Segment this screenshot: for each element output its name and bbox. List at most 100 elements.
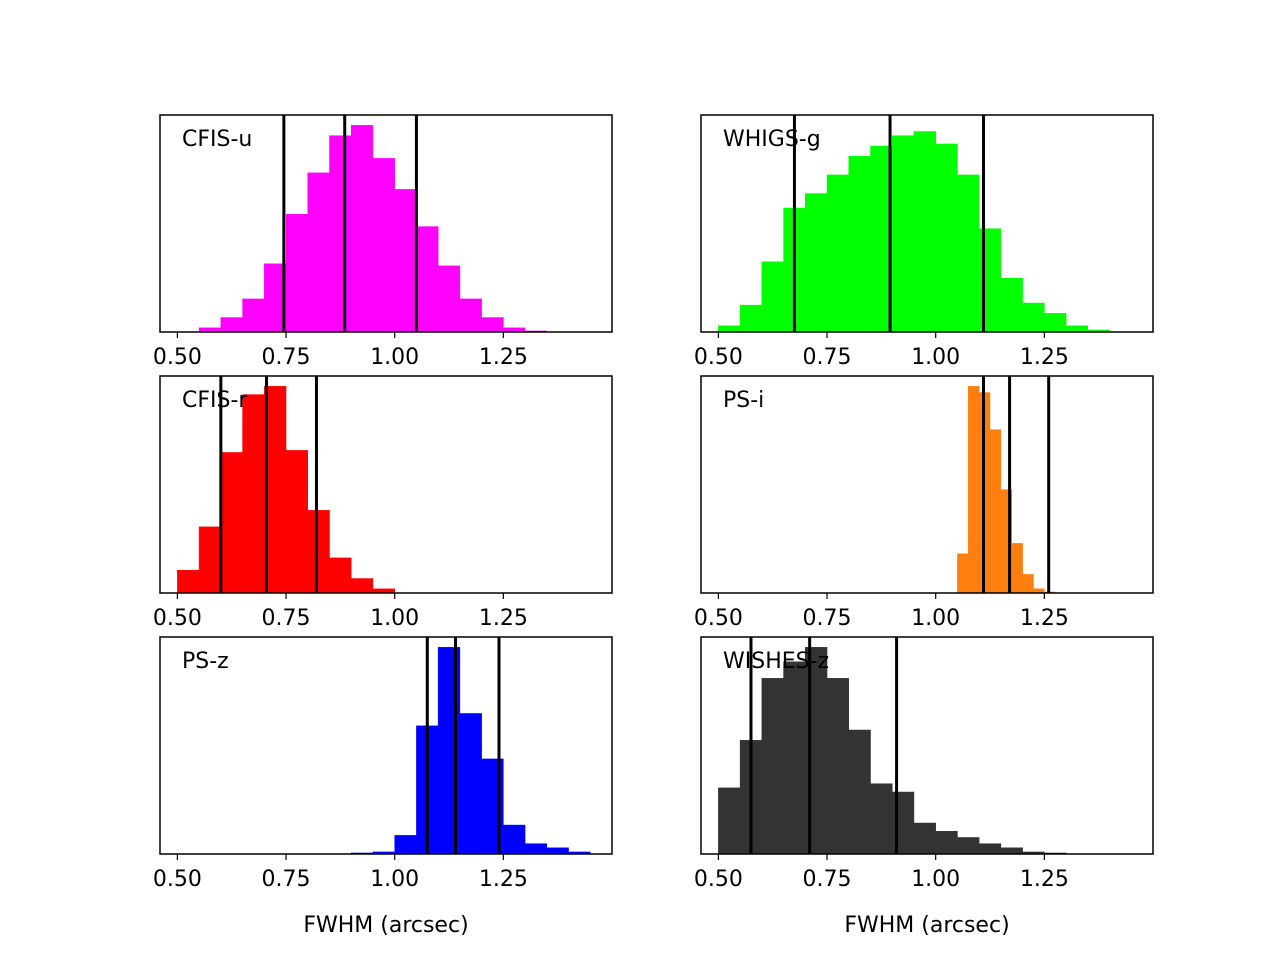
axes-frame (159, 114, 613, 333)
histogram-bar (1022, 574, 1034, 594)
x-tick-label: 1.25 (479, 606, 528, 631)
x-tick-label: 1.25 (1020, 345, 1069, 370)
histogram-panel-3: 0.50 0.75 1.00 1.25 CFIS-r (153, 375, 613, 631)
x-axis-title: FWHM (arcsec) (844, 913, 1009, 938)
histogram-bar (913, 822, 936, 855)
histogram-bar (503, 824, 526, 855)
histogram-bar (935, 831, 958, 855)
histogram-bar (957, 553, 969, 594)
x-tick-label: 1.00 (911, 606, 960, 631)
histogram-bar (459, 713, 482, 855)
x-tick-label: 1.25 (1020, 606, 1069, 631)
x-tick-label: 1.00 (370, 345, 419, 370)
histogram-bar (968, 386, 980, 594)
histogram-bar (1044, 313, 1067, 333)
histogram-bar (989, 429, 1002, 594)
histogram-panel-2: 0.50 0.75 1.00 1.25 WHIGS-g (694, 114, 1154, 370)
histogram-bar (242, 298, 265, 333)
x-tick-label: 0.50 (694, 867, 743, 892)
histogram-bar (848, 729, 871, 855)
x-tick-label: 1.00 (911, 345, 960, 370)
histogram-bar (394, 835, 417, 855)
panel-label: CFIS-r (182, 388, 248, 413)
histogram-panel-1: 0.50 0.75 1.00 1.25 CFIS-u (153, 114, 613, 370)
histogram-bar (350, 578, 374, 594)
histogram-bar (783, 661, 806, 855)
histogram-bar (1022, 302, 1045, 333)
histogram-bar (524, 843, 548, 855)
histogram-bar (459, 298, 482, 333)
histogram-bar (978, 843, 1002, 855)
x-tick-label: 1.25 (1020, 867, 1069, 892)
histogram-bar (416, 226, 439, 333)
histogram-bar (739, 304, 763, 333)
histogram-bar (1000, 278, 1023, 333)
histogram-bar (220, 317, 243, 333)
x-tick-label: 0.50 (153, 606, 202, 631)
panel-label: WHIGS-g (723, 127, 821, 152)
x-tick-label: 0.75 (803, 345, 852, 370)
histogram-bar (177, 570, 200, 594)
histogram-bar (913, 131, 936, 333)
histogram-bar (805, 193, 828, 333)
histogram-bar (394, 189, 417, 333)
histogram-bar (329, 557, 352, 594)
histogram-bar (870, 783, 893, 855)
histogram-bar (372, 158, 395, 333)
histogram-bar (826, 174, 850, 333)
histogram-panel-6: 0.50 0.75 1.00 1.25 WISHES-z FWHM (arcsec) (694, 636, 1154, 938)
axes-frame (700, 375, 1154, 594)
x-tick-label: 0.50 (694, 345, 743, 370)
histogram-bar (718, 325, 741, 333)
x-tick-label: 0.75 (262, 345, 311, 370)
x-tick-label: 1.00 (370, 867, 419, 892)
x-tick-label: 0.50 (153, 345, 202, 370)
histogram-bar (761, 261, 784, 333)
histogram-bar (1065, 325, 1089, 333)
histogram-bar (718, 787, 741, 855)
axes-frame (700, 636, 1154, 855)
histogram-bar (481, 317, 504, 333)
axes-frame (700, 114, 1154, 333)
histogram-bar (761, 678, 784, 855)
histogram-bar (329, 135, 352, 333)
histogram-panel-5: 0.50 0.75 1.00 1.25 PS-z FWHM (arcsec) (153, 636, 613, 938)
histogram-bar (957, 837, 980, 855)
histogram-panel-4: 0.50 0.75 1.00 1.25 PS-i (694, 375, 1154, 631)
x-tick-label: 0.50 (694, 606, 743, 631)
x-tick-label: 0.75 (803, 867, 852, 892)
histogram-bar (437, 265, 461, 333)
histogram-bar (285, 213, 309, 333)
histogram-bar (848, 156, 871, 333)
panel-label: PS-z (182, 649, 229, 674)
x-tick-label: 1.25 (479, 867, 528, 892)
x-tick-label: 0.75 (262, 867, 311, 892)
histogram-bar (220, 452, 243, 594)
histogram-bar (307, 172, 330, 333)
histogram-bar (546, 847, 569, 855)
histogram-bar (891, 135, 915, 333)
histogram-bar (1000, 847, 1023, 855)
panel-label: PS-i (723, 388, 764, 413)
histogram-bar (242, 394, 265, 594)
panel-label: CFIS-u (182, 127, 252, 152)
histogram-bar (307, 510, 330, 594)
x-tick-label: 0.75 (262, 606, 311, 631)
histogram-bar (957, 174, 980, 333)
x-axis-title: FWHM (arcsec) (303, 913, 468, 938)
histogram-bar (285, 450, 309, 594)
histogram-bar (935, 143, 958, 333)
x-tick-label: 1.00 (911, 867, 960, 892)
x-tick-label: 0.50 (153, 867, 202, 892)
x-tick-label: 1.25 (479, 345, 528, 370)
axes-frame (159, 636, 613, 855)
axes-frame (159, 375, 613, 594)
histogram-bar (1011, 543, 1023, 594)
panel-label: WISHES-z (723, 649, 829, 674)
x-tick-label: 1.00 (370, 606, 419, 631)
histogram-bar (826, 678, 850, 855)
x-tick-label: 0.75 (803, 606, 852, 631)
histogram-bar (198, 526, 222, 594)
histogram-bar (350, 125, 374, 333)
